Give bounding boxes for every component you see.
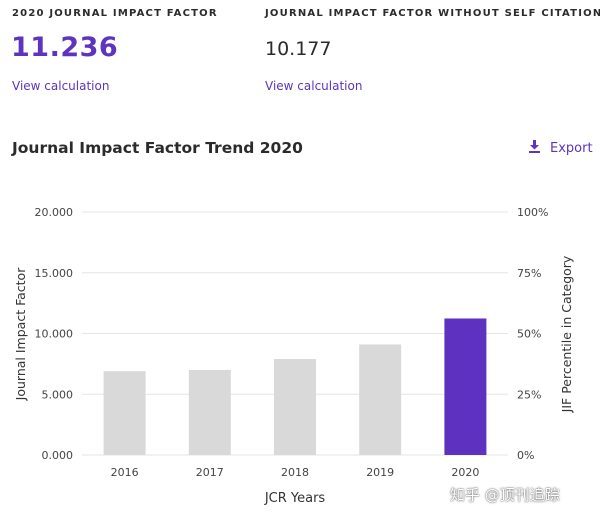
x-tick-label: 2020	[451, 466, 479, 479]
jif-view-calculation-link[interactable]: View calculation	[12, 79, 110, 93]
x-tick-label: 2018	[281, 466, 309, 479]
jif-nsc-value: 10.177	[265, 38, 332, 60]
bar-2019	[359, 344, 402, 455]
y-tick-label: 20.000	[35, 206, 74, 219]
jif-label: 2020 JOURNAL IMPACT FACTOR	[12, 8, 218, 19]
bar-2020	[444, 318, 487, 455]
y2-tick-label: 100%	[517, 206, 548, 219]
x-tick-label: 2016	[111, 466, 139, 479]
watermark: 知乎 @顶刊追踪	[450, 486, 560, 504]
y-axis-title: Journal Impact Factor	[13, 267, 28, 402]
y2-axis-title: JIF Percentile in Category	[559, 255, 574, 413]
bar-2016	[103, 371, 146, 455]
y-tick-label: 15.000	[35, 267, 74, 280]
x-tick-label: 2019	[366, 466, 394, 479]
y-tick-label: 10.000	[35, 328, 74, 341]
y-tick-label: 5.000	[42, 388, 74, 401]
jif-nsc-view-calculation-link[interactable]: View calculation	[265, 79, 363, 93]
y2-tick-label: 25%	[517, 388, 541, 401]
export-button[interactable]: Export	[529, 140, 593, 157]
jif-nsc-label: JOURNAL IMPACT FACTOR WITHOUT SELF CITAT…	[265, 8, 600, 19]
download-icon	[529, 140, 550, 157]
export-label: Export	[550, 141, 593, 156]
bar-2017	[188, 369, 231, 455]
trend-title: Journal Impact Factor Trend 2020	[12, 139, 303, 157]
y2-tick-label: 50%	[517, 328, 541, 341]
y2-tick-label: 75%	[517, 267, 541, 280]
jif-value: 11.236	[11, 32, 119, 63]
y-tick-label: 0.000	[42, 449, 74, 462]
y2-tick-label: 0%	[517, 449, 534, 462]
bar-2018	[274, 359, 316, 455]
x-axis-title: JCR Years	[264, 491, 326, 506]
x-tick-label: 2017	[196, 466, 224, 479]
